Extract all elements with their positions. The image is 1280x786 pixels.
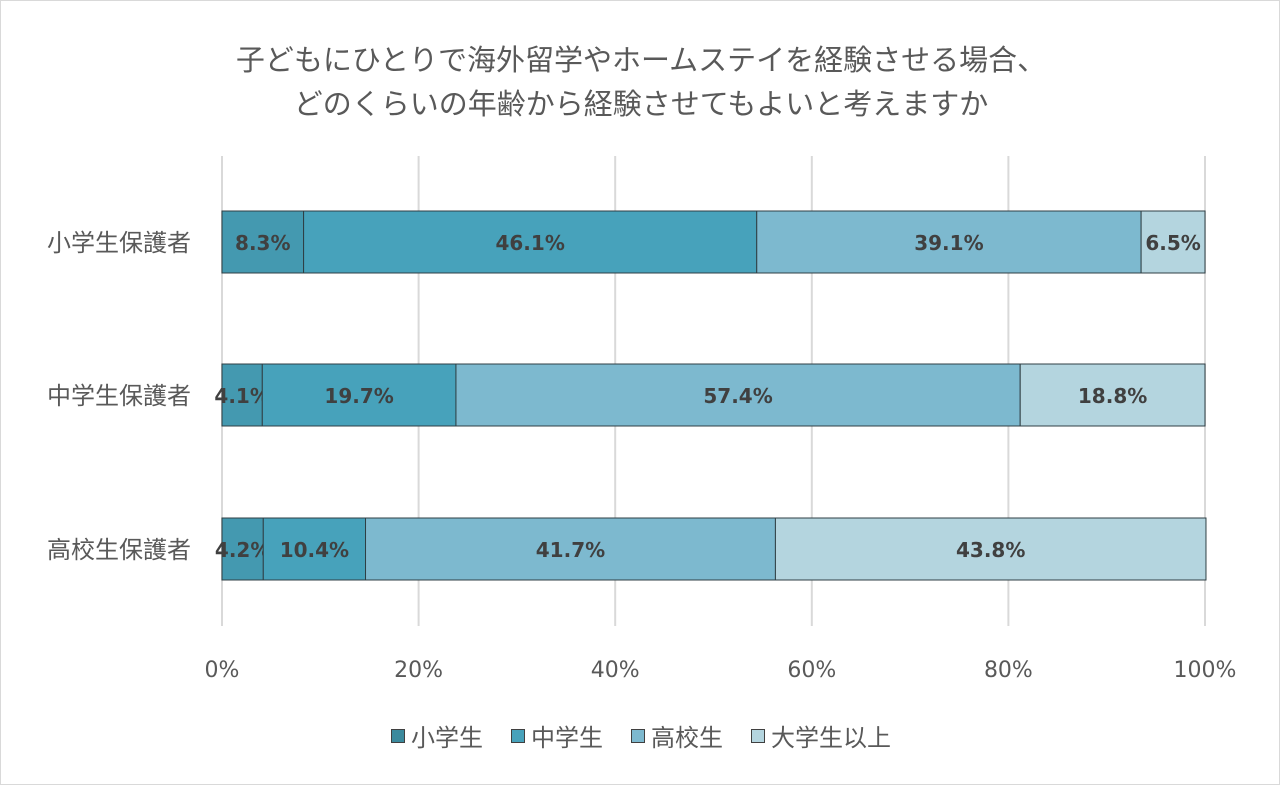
data-label: 41.7% xyxy=(536,538,605,562)
legend-label: 小学生 xyxy=(411,724,483,752)
data-label: 46.1% xyxy=(495,231,564,255)
data-label: 39.1% xyxy=(914,231,983,255)
bar-segment xyxy=(774,517,1207,581)
data-label: 19.7% xyxy=(324,384,393,408)
chart-title-line-2: どのくらいの年齢から経験させてもよいと考えますか xyxy=(293,87,989,121)
x-tick-label: 0% xyxy=(205,658,240,683)
legend-item: 大学生以上 xyxy=(751,718,891,753)
bar-segment xyxy=(221,210,305,274)
bar-segment xyxy=(221,363,263,427)
category-label: 中学生保護者 xyxy=(47,382,191,410)
bar-segment xyxy=(221,517,264,581)
bar-segment xyxy=(262,517,367,581)
x-tick-label: 60% xyxy=(787,658,836,683)
legend-label: 大学生以上 xyxy=(771,724,891,752)
data-label: 18.8% xyxy=(1078,384,1147,408)
legend-item: 小学生 xyxy=(391,718,483,753)
x-tick-label: 20% xyxy=(394,658,443,683)
data-label: 8.3% xyxy=(235,231,290,255)
data-label: 10.4% xyxy=(280,538,349,562)
data-label: 6.5% xyxy=(1145,231,1200,255)
bar-segment xyxy=(365,517,776,581)
legend-item: 高校生 xyxy=(631,718,723,753)
data-label: 4.1% xyxy=(214,384,269,408)
bar-segment xyxy=(1019,363,1206,427)
category-label: 高校生保護者 xyxy=(47,536,191,564)
legend-label: 高校生 xyxy=(651,724,723,752)
bar-segment xyxy=(1140,210,1206,274)
x-tick-label: 80% xyxy=(984,658,1033,683)
legend-swatch xyxy=(511,728,525,743)
bar-segment xyxy=(756,210,1142,274)
legend-swatch xyxy=(631,728,645,743)
category-label: 小学生保護者 xyxy=(47,229,191,257)
legend-item: 中学生 xyxy=(511,718,603,753)
x-tick-label: 100% xyxy=(1174,658,1237,683)
bar-segment xyxy=(303,210,758,274)
data-label: 57.4% xyxy=(703,384,772,408)
legend-label: 中学生 xyxy=(531,724,603,752)
data-label: 4.2% xyxy=(215,538,270,562)
bar-segment xyxy=(261,363,457,427)
bar-segment xyxy=(455,363,1021,427)
data-label: 43.8% xyxy=(956,538,1025,562)
x-tick-label: 40% xyxy=(591,658,640,683)
chart-title-line-1: 子どもにひとりで海外留学やホームステイを経験させる場合、 xyxy=(235,43,1047,77)
legend-swatch xyxy=(391,728,405,743)
legend: 小学生 中学生 高校生 大学生以上 xyxy=(1,718,1280,753)
legend-swatch xyxy=(751,728,765,743)
